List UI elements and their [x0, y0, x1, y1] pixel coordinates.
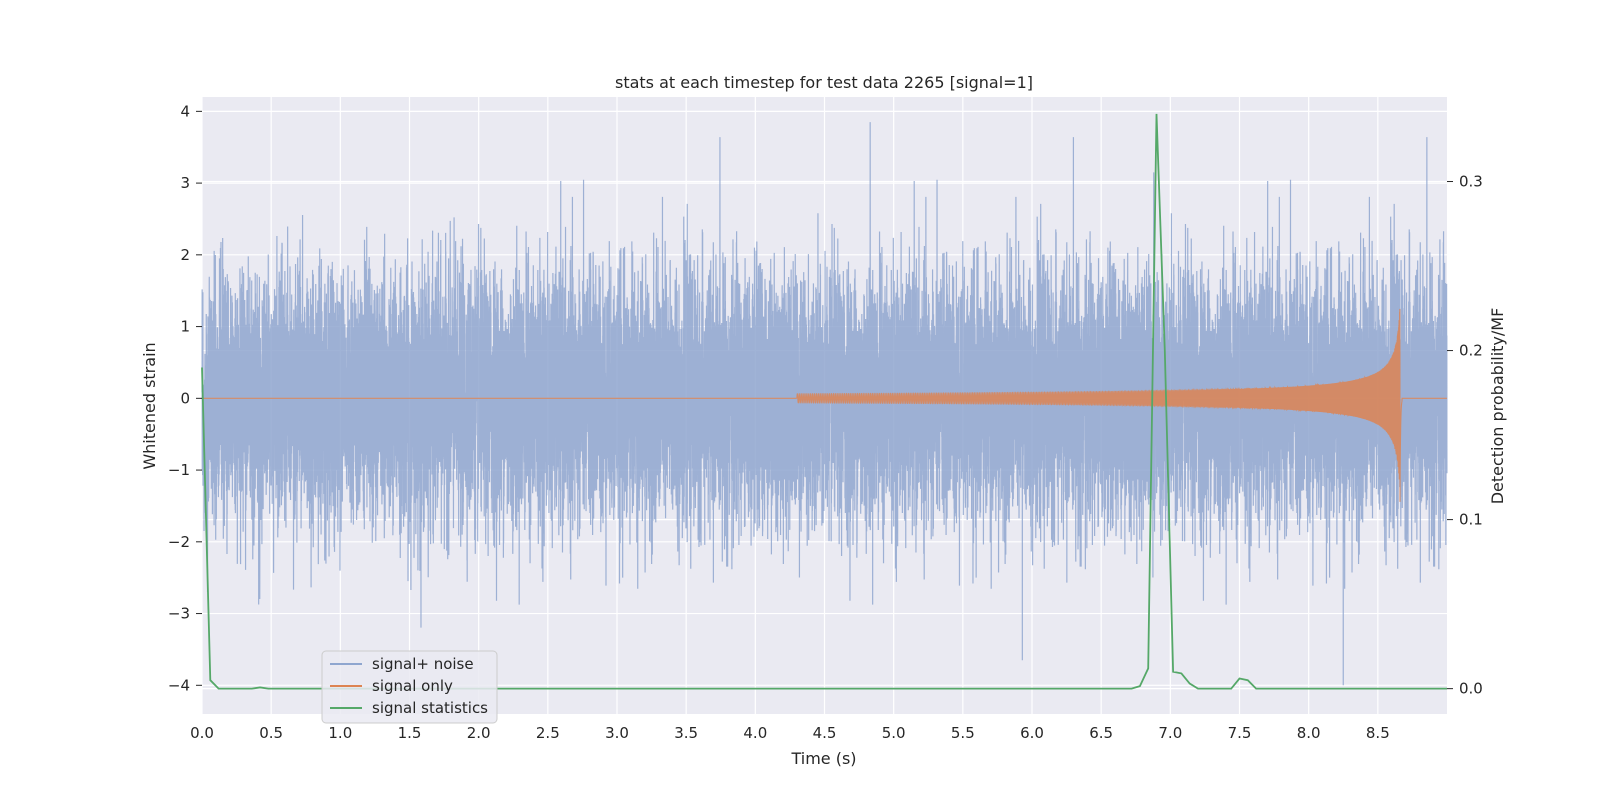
x-tick-label: 2.5 [536, 724, 560, 742]
x-tick-label: 6.5 [1089, 724, 1113, 742]
series-signal-only [202, 308, 1447, 502]
y-tick-label: 0 [180, 389, 190, 407]
y-tick-label: −4 [168, 676, 190, 694]
signal-noise-line [201, 122, 1448, 686]
x-tick-label: 2.0 [467, 724, 491, 742]
x-tick-label: 0.0 [190, 724, 214, 742]
legend-label-signal-statistics: signal statistics [372, 699, 488, 717]
x-tick-label: 5.0 [882, 724, 906, 742]
legend-label-signal-only: signal only [372, 677, 453, 695]
y-tick-label: −2 [168, 533, 190, 551]
series-signal-plus-noise [201, 122, 1448, 686]
x-tick-label: 8.5 [1366, 724, 1390, 742]
y2-tick-label: 0.0 [1459, 680, 1483, 698]
y2-tick-label: 0.1 [1459, 511, 1483, 529]
y-axis-label: Whitened strain [140, 342, 159, 469]
y-tick-label: 4 [180, 102, 190, 120]
x-tick-label: 7.0 [1158, 724, 1182, 742]
x-tick-label: 4.0 [743, 724, 767, 742]
y-tick-label: −3 [168, 605, 190, 623]
y-tick-label: −1 [168, 461, 190, 479]
legend: signal+ noise signal only signal statist… [321, 650, 498, 724]
x-tick-label: 0.5 [259, 724, 283, 742]
y-tick-label: 3 [180, 174, 190, 192]
x-tick-label: 4.5 [813, 724, 837, 742]
axis-ticks: 0.0 0.5 1.0 1.5 2.0 2.5 3.0 3.5 4.0 4.5 5.0 5.5 6.0 6… [168, 102, 1483, 742]
legend-label-signal-noise: signal+ noise [372, 655, 474, 673]
y2-tick-label: 0.2 [1459, 342, 1483, 360]
y-tick-label: 1 [180, 318, 190, 336]
y2-tick-label: 0.3 [1459, 173, 1483, 191]
x-tick-label: 3.5 [674, 724, 698, 742]
x-tick-label: 7.5 [1228, 724, 1252, 742]
legend-box [321, 650, 498, 724]
chart-title: stats at each timestep for test data 226… [615, 73, 1033, 92]
y2-axis-label: Detection probability/MF [1488, 308, 1507, 505]
x-tick-label: 1.5 [398, 724, 422, 742]
x-tick-label: 8.0 [1297, 724, 1321, 742]
x-tick-label: 5.5 [951, 724, 975, 742]
x-axis-label: Time (s) [790, 749, 856, 768]
y-tick-label: 2 [180, 246, 190, 264]
x-tick-label: 1.0 [328, 724, 352, 742]
signal-only-line [202, 308, 1447, 502]
x-tick-label: 3.0 [605, 724, 629, 742]
x-tick-label: 6.0 [1020, 724, 1044, 742]
